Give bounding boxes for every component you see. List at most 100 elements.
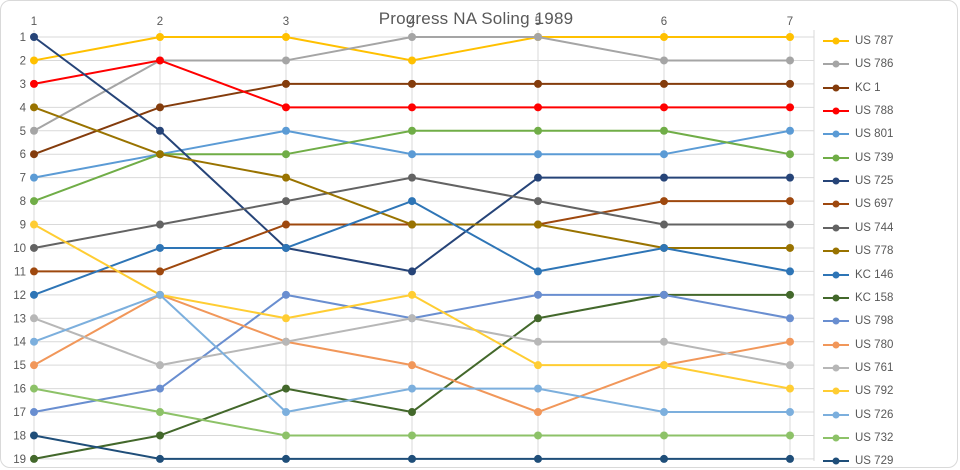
y-axis-tick-label: 16 (13, 384, 26, 396)
legend-label: US 778 (855, 245, 894, 258)
data-point-marker (786, 290, 794, 299)
data-point-marker (534, 408, 542, 417)
legend-item-us-725: US 725 (823, 171, 893, 191)
legend-marker (823, 84, 849, 92)
legend-item-us-697: US 697 (823, 194, 893, 214)
x-axis-tick-label: 7 (787, 16, 793, 28)
legend-label: US 786 (855, 58, 894, 71)
data-point-marker (408, 384, 416, 393)
legend-marker-dot (832, 130, 840, 138)
legend-item-us-726: US 726 (823, 405, 893, 425)
data-point-marker (534, 431, 542, 440)
data-point-marker (660, 408, 668, 417)
data-point-marker (786, 126, 794, 135)
data-point-marker (786, 103, 794, 112)
data-point-marker (786, 197, 794, 206)
data-point-marker (282, 56, 290, 65)
x-axis-tick-label: 6 (661, 16, 667, 28)
data-point-marker (408, 290, 416, 299)
data-point-marker (534, 337, 542, 346)
data-point-marker (408, 79, 416, 88)
data-point-marker (282, 384, 290, 393)
data-point-marker (534, 150, 542, 159)
data-point-marker (30, 56, 38, 65)
y-axis-tick-label: 5 (20, 126, 26, 138)
data-point-marker (30, 267, 38, 276)
data-point-marker (534, 126, 542, 135)
data-point-marker (156, 408, 164, 417)
legend-label: KC 1 (855, 81, 881, 94)
data-point-marker (156, 103, 164, 112)
data-point-marker (30, 150, 38, 159)
data-point-marker (534, 267, 542, 276)
data-point-marker (408, 173, 416, 182)
data-point-marker (156, 33, 164, 41)
y-axis-tick-label: 14 (13, 337, 26, 349)
data-point-marker (30, 431, 38, 440)
data-point-marker (156, 220, 164, 229)
legend-marker-dot (832, 317, 840, 325)
data-point-marker (30, 220, 38, 229)
data-point-marker (30, 197, 38, 206)
data-point-marker (660, 220, 668, 229)
data-point-marker (408, 314, 416, 323)
data-point-marker (660, 243, 668, 252)
legend-marker (823, 224, 849, 232)
data-point-marker (30, 103, 38, 112)
data-point-marker (156, 126, 164, 135)
legend-marker (823, 107, 849, 115)
data-point-marker (282, 337, 290, 346)
series-kc-146 (30, 197, 794, 299)
data-point-marker (282, 79, 290, 88)
legend-marker (823, 387, 849, 395)
data-point-marker (30, 33, 38, 41)
legend-label: US 739 (855, 151, 894, 164)
legend-label: US 729 (855, 455, 894, 468)
y-axis-tick-label: 1 (20, 32, 26, 44)
legend-marker (823, 364, 849, 372)
data-point-marker (282, 314, 290, 323)
legend-label: US 744 (855, 221, 894, 234)
data-point-marker (534, 197, 542, 206)
legend-item-us-744: US 744 (823, 218, 893, 238)
chart-legend: US 787 US 786 KC 1 US 788 US 801 US 739 US 725… (821, 1, 956, 468)
y-axis-tick-label: 10 (13, 243, 26, 255)
data-point-marker (30, 290, 38, 299)
legend-marker (823, 247, 849, 255)
legend-marker (823, 434, 849, 442)
legend-marker (823, 37, 849, 45)
data-point-marker (786, 267, 794, 276)
data-point-marker (408, 103, 416, 112)
data-point-marker (534, 33, 542, 41)
legend-marker-dot (832, 84, 840, 92)
x-axis-tick-label: 5 (535, 16, 541, 28)
data-point-marker (282, 197, 290, 206)
legend-marker-dot (832, 177, 840, 185)
data-point-marker (30, 337, 38, 346)
data-point-marker (786, 33, 794, 41)
data-point-marker (786, 220, 794, 229)
legend-label: KC 158 (855, 291, 894, 304)
data-point-marker (408, 197, 416, 206)
legend-marker (823, 271, 849, 278)
data-point-marker (30, 243, 38, 252)
data-point-marker (156, 361, 164, 370)
data-point-marker (660, 290, 668, 299)
legend-marker-dot (832, 387, 840, 395)
legend-item-us-787: US 787 (823, 31, 893, 51)
y-axis-tick-label: 3 (20, 79, 26, 91)
legend-label: US 732 (855, 431, 894, 444)
data-point-marker (156, 454, 164, 463)
data-point-marker (30, 126, 38, 135)
legend-marker-dot (832, 271, 840, 278)
y-axis-tick-label: 11 (14, 266, 26, 278)
legend-marker (823, 130, 849, 138)
data-point-marker (660, 150, 668, 159)
data-point-marker (408, 150, 416, 159)
data-point-marker (534, 454, 542, 463)
legend-marker (823, 177, 849, 185)
legend-item-us-801: US 801 (823, 124, 893, 144)
legend-item-us-786: US 786 (823, 54, 893, 74)
